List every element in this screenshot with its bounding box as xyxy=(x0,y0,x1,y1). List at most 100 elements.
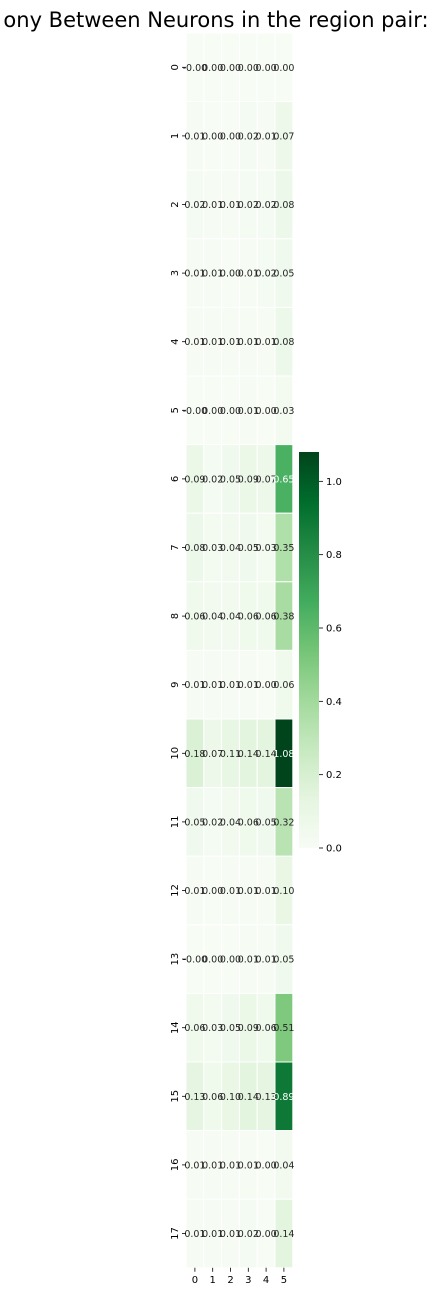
colorbar-tick-label: 0.4 xyxy=(326,697,342,708)
cell-value-label: 0.01 xyxy=(202,680,223,691)
x-tick-label: 0 xyxy=(192,1275,198,1286)
cell-value-label: 0.01 xyxy=(184,680,205,691)
cell-value-label: 0.00 xyxy=(202,886,223,897)
colorbar-tick-label: 1.0 xyxy=(326,477,342,488)
cell-value-label: -0.00 xyxy=(183,63,208,74)
y-tick-label: 12 xyxy=(170,884,181,897)
cell-value-label: 0.06 xyxy=(256,612,277,623)
cell-value-label: 0.06 xyxy=(202,1092,223,1103)
cell-value-label: 0.14 xyxy=(238,1092,259,1103)
cell-value-label: 0.13 xyxy=(184,1092,205,1103)
cell-value-label: 0.01 xyxy=(184,337,205,348)
chart-title: ony Between Neurons in the region pair: xyxy=(3,8,428,32)
cell-value-label: 0.01 xyxy=(220,1160,241,1171)
cell-value-label: 0.00 xyxy=(256,406,277,417)
x-tick-label: 3 xyxy=(245,1275,251,1286)
cell-value-label: -0.00 xyxy=(183,955,208,966)
cell-value-label: 0.02 xyxy=(184,200,205,211)
colorbar: 0.0 0.2 0.4 0.6 0.8 1.0 xyxy=(299,452,342,855)
cell-value-label: 0.01 xyxy=(220,886,241,897)
cell-value-label: 0.06 xyxy=(256,1023,277,1034)
y-tick-label: 15 xyxy=(170,1090,181,1103)
cell-value-label: 0.01 xyxy=(238,406,259,417)
cell-value-label: 0.01 xyxy=(184,131,205,142)
cell-value-label: 0.05 xyxy=(273,269,294,280)
cell-value-label: 0.01 xyxy=(256,886,277,897)
y-tick-label: 6 xyxy=(170,476,181,482)
cell-value-label: 0.10 xyxy=(220,1092,241,1103)
y-tick-label: 1 xyxy=(170,133,181,139)
y-tick-label: 0 xyxy=(170,64,181,70)
cell-value-label: 0.01 xyxy=(184,1160,205,1171)
cell-value-label: 0.01 xyxy=(220,680,241,691)
cell-value-label: 0.01 xyxy=(202,269,223,280)
y-tick-label: 16 xyxy=(170,1159,181,1172)
cell-value-label: 0.01 xyxy=(202,1229,223,1240)
y-tick-label: 13 xyxy=(170,953,181,966)
cell-value-label: 0.10 xyxy=(273,886,294,897)
cell-value-label: 0.35 xyxy=(273,543,294,554)
cell-value-label: 0.01 xyxy=(238,680,259,691)
y-tick-label: 14 xyxy=(170,1021,181,1034)
cell-value-label: 0.00 xyxy=(256,1160,277,1171)
cell-value-label: 0.01 xyxy=(238,337,259,348)
cell-value-label: 0.02 xyxy=(202,817,223,828)
y-tick-label: 3 xyxy=(170,270,181,276)
cell-value-label: 0.05 xyxy=(256,817,277,828)
cell-value-label: 0.11 xyxy=(220,749,241,760)
cell-value-label: 0.01 xyxy=(238,955,259,966)
cell-value-label: 0.08 xyxy=(184,543,205,554)
cell-value-label: 0.03 xyxy=(256,543,277,554)
cell-value-label: 0.04 xyxy=(202,612,223,623)
cell-value-label: 0.01 xyxy=(220,200,241,211)
cell-value-label: 0.38 xyxy=(273,612,294,623)
cell-value-label: 0.04 xyxy=(220,817,241,828)
cell-value-label: 1.08 xyxy=(273,749,294,760)
cell-value-label: 0.00 xyxy=(273,63,294,74)
y-tick-label: 9 xyxy=(170,682,181,688)
cell-value-label: 0.00 xyxy=(256,680,277,691)
x-tick-label: 4 xyxy=(263,1275,269,1286)
y-tick-label: 7 xyxy=(170,544,181,550)
cell-value-label: 0.04 xyxy=(273,1160,294,1171)
cell-value-label: 0.00 xyxy=(220,131,241,142)
cell-value-label: 0.00 xyxy=(220,406,241,417)
colorbar-tick-label: 0.0 xyxy=(326,844,342,855)
heatmap-cells xyxy=(185,32,294,1269)
cell-value-label: 0.02 xyxy=(238,1229,259,1240)
cell-value-label: 0.01 xyxy=(238,1160,259,1171)
cell-value-label: 0.01 xyxy=(256,337,277,348)
cell-value-label: 0.00 xyxy=(220,269,241,280)
cell-value-label: 0.06 xyxy=(184,1023,205,1034)
cell-value-label: 0.13 xyxy=(256,1092,277,1103)
cell-value-label: 0.32 xyxy=(273,817,294,828)
y-tick-label: 8 xyxy=(170,613,181,619)
cell-value-label: 0.65 xyxy=(273,474,294,485)
cell-value-label: 0.04 xyxy=(220,543,241,554)
cell-value-label: 0.00 xyxy=(202,131,223,142)
y-tick-label: 2 xyxy=(170,201,181,207)
cell-value-label: 0.07 xyxy=(273,131,294,142)
cell-value-label: 0.06 xyxy=(238,817,259,828)
cell-value-label: 0.00 xyxy=(202,63,223,74)
cell-value-label: 0.01 xyxy=(220,337,241,348)
cell-value-label: 0.07 xyxy=(202,749,223,760)
cell-value-label: 0.09 xyxy=(238,1023,259,1034)
y-tick-label: 4 xyxy=(170,339,181,345)
cell-value-label: 0.01 xyxy=(202,1160,223,1171)
cell-value-label: 0.14 xyxy=(273,1229,294,1240)
cell-value-label: 0.02 xyxy=(202,474,223,485)
cell-value-label: 0.01 xyxy=(202,200,223,211)
cell-value-label: 0.02 xyxy=(256,200,277,211)
cell-value-label: 0.89 xyxy=(273,1092,294,1103)
cell-value-label: 0.01 xyxy=(256,131,277,142)
cell-value-label: 0.03 xyxy=(202,1023,223,1034)
cell-value-label: 0.01 xyxy=(184,269,205,280)
y-tick-label: 5 xyxy=(170,407,181,413)
cell-value-label: 0.01 xyxy=(238,269,259,280)
cell-value-label: 0.05 xyxy=(220,474,241,485)
cell-value-label: 0.00 xyxy=(220,955,241,966)
cell-value-label: 0.03 xyxy=(273,406,294,417)
